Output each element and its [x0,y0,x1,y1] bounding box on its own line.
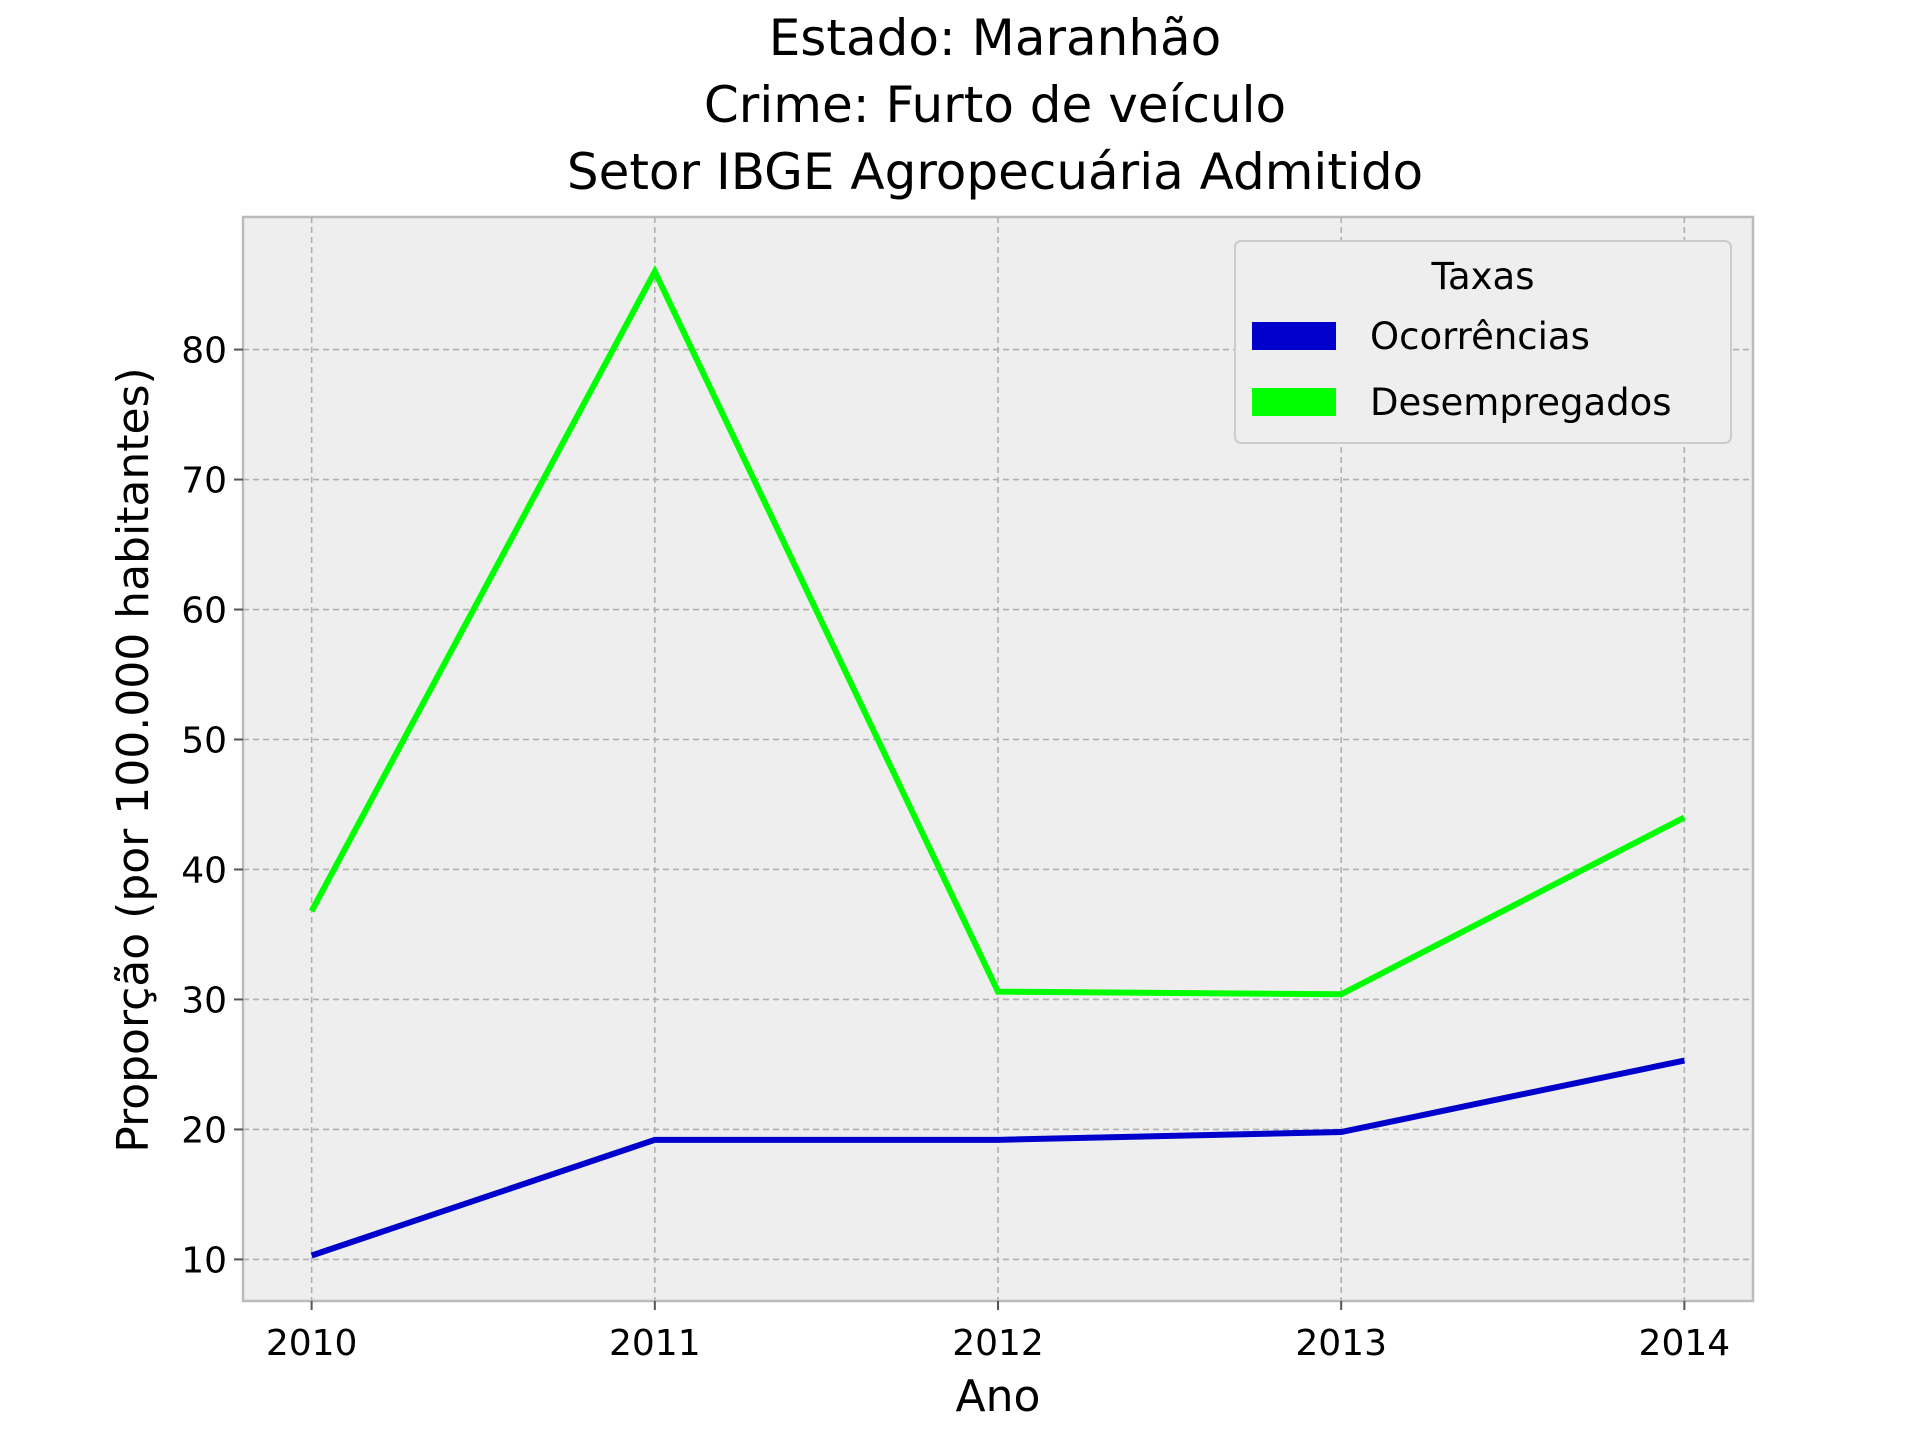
title-line-1: Estado: Maranhão [769,9,1222,67]
series-lines [308,264,1686,1259]
y-tick-label: 60 [181,591,227,632]
chart-title: Estado: Maranhão Crime: Furto de veículo… [567,9,1423,201]
legend-box [1234,240,1732,444]
series-line-ocorrencias [310,1057,1685,1259]
legend-title: Taxas [1431,255,1535,298]
y-tick-label: 20 [181,1110,227,1151]
y-tick-label: 40 [181,850,227,891]
y-tick-label: 30 [181,980,227,1021]
x-axis-label: Ano [956,1371,1041,1422]
legend-items: Ocorrências Desempregados [1252,315,1672,424]
x-tick-label: 2014 [1639,1323,1731,1364]
y-axis-label: Proporção (por 100.000 habitantes) [108,367,159,1152]
legend-label-ocorrencias: Ocorrências [1370,315,1590,358]
legend-swatch-ocorrencias [1252,322,1336,350]
legend: Taxas Ocorrências Desempregados [1234,240,1732,444]
x-tick-label: 2010 [266,1323,358,1364]
series-line-desempregados [308,264,1686,998]
grid [243,217,1753,1301]
y-tick-label: 80 [181,331,227,372]
legend-label-desempregados: Desempregados [1370,381,1672,424]
x-tick-label: 2011 [609,1323,701,1364]
legend-swatch-desempregados [1252,388,1336,416]
x-tick-label: 2012 [952,1323,1044,1364]
title-line-2: Crime: Furto de veículo [704,76,1286,134]
x-tick-label: 2013 [1295,1323,1387,1364]
y-tick-label: 10 [181,1240,227,1281]
x-axis-ticks: 2010 2011 2012 2013 2014 [266,1301,1730,1364]
title-line-3: Setor IBGE Agropecuária Admitido [567,143,1423,201]
y-axis-ticks: 10 20 30 40 50 60 70 80 [181,331,243,1281]
y-tick-label: 50 [181,721,227,762]
y-tick-label: 70 [181,461,227,502]
